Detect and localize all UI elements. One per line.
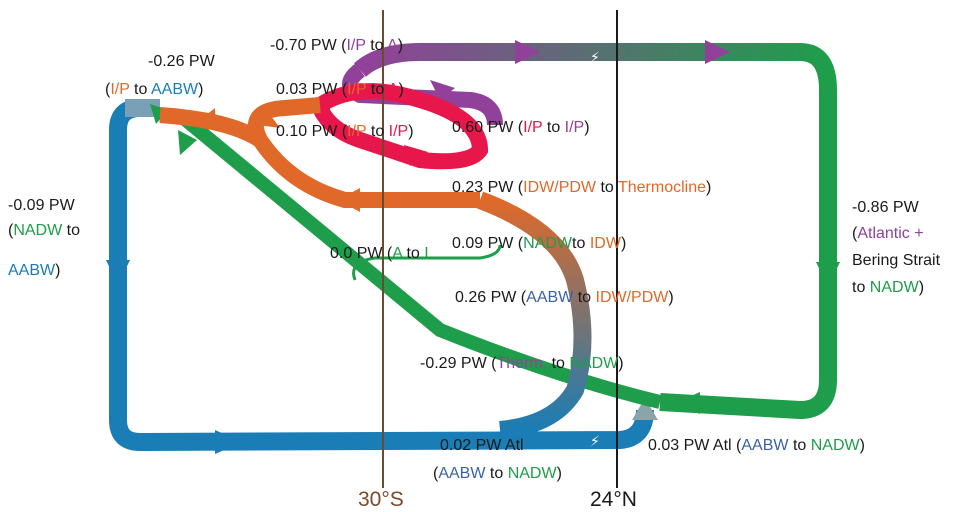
arrow-left-orange (338, 188, 360, 212)
label-026-detail: (I/P to AABW) (105, 81, 203, 98)
label-086-3: Bering Strait (852, 252, 941, 269)
arrow-right-red (404, 145, 428, 166)
label-023: 0.23 PW (IDW/PDW to Thermocline) (452, 179, 711, 196)
label-060: 0.60 PW (I/P to I/P) (452, 119, 590, 136)
nadw-flow (150, 90, 840, 420)
label-086-4: to NADW) (852, 279, 924, 296)
label-086-2: (Atlantic + (852, 225, 924, 242)
arrow-up-orange (258, 112, 280, 128)
red-flow (308, 83, 489, 200)
break-mark-top: ⚡ (590, 50, 600, 66)
arrow-upleft-green (178, 130, 197, 155)
label-026: -0.26 PW (148, 53, 216, 70)
label-029: -0.29 PW (Therm. to NADW) (420, 355, 624, 372)
label-009w-2: (NADW to (8, 222, 80, 239)
arrow-down-blue (106, 260, 130, 285)
arrow-left-green (676, 392, 700, 414)
label-002-2: (AABW to NADW) (433, 465, 562, 482)
label-002-1: 0.02 PW Atl (440, 437, 524, 454)
label-000: 0.0 PW (A to I (330, 245, 429, 262)
arrow-left-purple (430, 80, 455, 100)
arrow-right-purple-2 (705, 40, 730, 64)
label-009: 0.09 PW (NADWto IDW) (452, 235, 626, 252)
label-003b: 0.03 PW Atl (AABW to NADW) (648, 437, 865, 454)
arrow-up-bottom (632, 398, 658, 420)
lat-30s-label: 30°S (358, 488, 404, 511)
break-mark-bottom: ⚡ (590, 434, 600, 450)
label-026b: 0.26 PW (AABW to IDW/PDW) (455, 289, 674, 306)
label-070: -0.70 PW (I/P to A) (270, 37, 403, 54)
arrow-right-purple-1 (515, 40, 540, 64)
label-009w-3: AABW) (8, 262, 60, 279)
purple-flow (342, 40, 837, 126)
label-086-1: -0.86 PW (852, 199, 920, 216)
label-010: 0.10 PW (I/P to I/P) (276, 123, 414, 140)
label-009w-1: -0.09 PW (8, 197, 76, 214)
lat-24n-label: 24°N (590, 488, 637, 511)
orange-flow (159, 97, 592, 439)
label-003a: 0.03 PW (I/P to A) (276, 81, 404, 98)
arrow-left-orange-2 (200, 108, 216, 130)
arrow-down-green (816, 262, 840, 287)
arrow-right-blue (215, 430, 242, 454)
